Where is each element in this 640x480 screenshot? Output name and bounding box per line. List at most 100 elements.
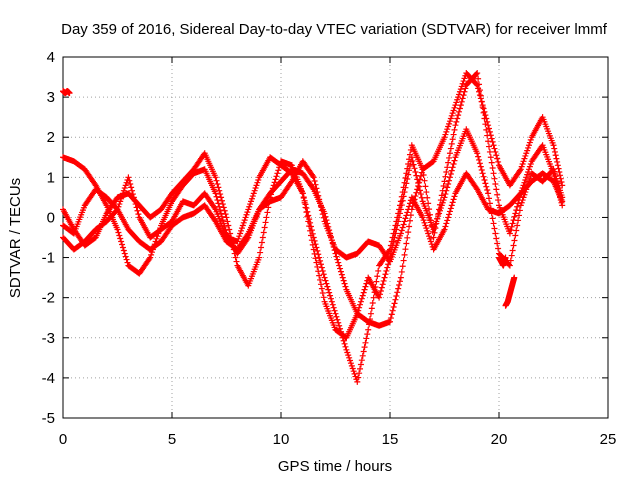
data-point	[348, 362, 355, 369]
data-point	[520, 158, 527, 165]
data-point	[488, 210, 495, 217]
data-point	[336, 262, 343, 269]
data-point	[415, 180, 422, 187]
data-point	[412, 193, 419, 200]
data-point	[523, 174, 530, 181]
data-point	[128, 184, 135, 191]
data-point	[329, 301, 336, 308]
data-point	[269, 185, 276, 192]
data-point	[524, 171, 531, 178]
data-point	[387, 250, 394, 257]
data-point	[556, 168, 563, 175]
data-point	[116, 201, 123, 208]
data-point	[490, 142, 497, 149]
data-point	[442, 223, 449, 230]
data-point	[356, 304, 363, 311]
data-point	[252, 185, 259, 192]
data-point	[486, 128, 493, 135]
data-point	[522, 189, 529, 196]
data-point	[420, 217, 427, 224]
data-point	[484, 132, 491, 139]
data-point	[116, 232, 123, 239]
data-point	[303, 209, 310, 216]
data-point	[333, 253, 340, 260]
data-point	[275, 167, 282, 174]
data-point	[405, 229, 412, 236]
data-point	[522, 177, 529, 184]
data-point	[341, 280, 348, 287]
data-point	[231, 250, 238, 257]
data-point	[451, 157, 458, 164]
data-point	[522, 152, 529, 159]
data-point	[365, 326, 372, 333]
x-tick-label: 25	[600, 431, 617, 448]
data-point	[359, 352, 366, 359]
data-point	[446, 120, 453, 127]
data-point	[388, 246, 395, 253]
data-point	[446, 154, 453, 161]
data-point	[460, 78, 467, 85]
data-point	[476, 156, 483, 163]
data-point	[554, 158, 561, 165]
data-point	[481, 108, 488, 115]
data-point	[486, 143, 493, 150]
data-point	[517, 202, 524, 209]
series-fragment-b	[502, 274, 518, 309]
data-point	[334, 316, 341, 323]
data-point	[480, 109, 487, 116]
data-point	[319, 211, 326, 218]
data-point	[489, 164, 496, 171]
data-point	[360, 348, 367, 355]
data-point	[361, 344, 368, 351]
data-point	[66, 90, 73, 97]
data-point	[335, 319, 342, 326]
data-point	[389, 307, 396, 314]
data-point	[317, 200, 324, 207]
data-point	[402, 215, 409, 222]
data-point	[253, 182, 260, 189]
data-point	[492, 148, 499, 155]
data-point	[507, 257, 514, 264]
data-point	[346, 354, 353, 361]
data-point	[379, 281, 386, 288]
data-point	[483, 183, 490, 190]
data-point	[413, 172, 420, 179]
data-point	[335, 259, 342, 266]
data-point	[459, 95, 466, 102]
data-point	[340, 337, 347, 344]
data-point	[225, 222, 232, 229]
data-point	[506, 262, 513, 269]
data-point	[394, 289, 401, 296]
data-point	[516, 207, 523, 214]
series-track-2	[60, 70, 566, 385]
data-point	[442, 131, 449, 138]
data-point	[226, 226, 233, 233]
data-point	[488, 159, 495, 166]
data-point	[362, 339, 369, 346]
data-point	[316, 254, 323, 261]
data-point	[328, 298, 335, 305]
data-point	[114, 226, 121, 233]
data-point	[421, 219, 428, 226]
data-point	[358, 357, 365, 364]
data-point	[119, 241, 126, 248]
data-point	[478, 166, 485, 173]
data-point	[119, 244, 126, 251]
x-tick-label: 5	[168, 431, 176, 448]
data-point	[118, 238, 125, 245]
data-point	[309, 241, 316, 248]
data-point	[271, 179, 278, 186]
data-point	[448, 140, 455, 147]
data-point	[406, 223, 413, 230]
data-point	[135, 211, 142, 218]
data-point	[127, 181, 134, 188]
data-point	[494, 240, 501, 247]
data-point	[424, 227, 431, 234]
data-point	[218, 210, 225, 217]
data-point	[340, 277, 347, 284]
data-point	[404, 209, 411, 216]
data-point	[456, 105, 463, 112]
data-point	[480, 173, 487, 180]
data-point	[213, 193, 220, 200]
data-point	[479, 104, 486, 111]
